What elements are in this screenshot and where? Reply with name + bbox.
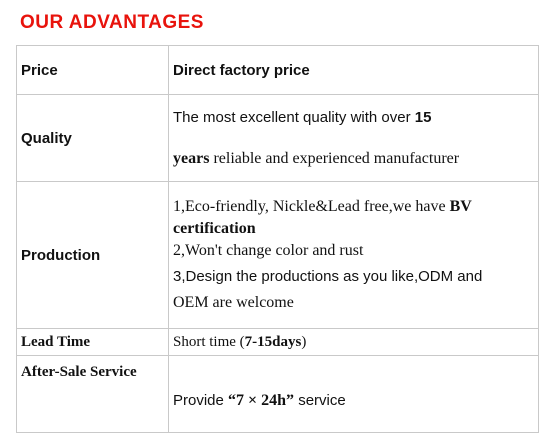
production-line-4: 3,Design the productions as you like,ODM… — [173, 268, 483, 285]
production-text-1a: 1,Eco-friendly, Nickle&Lead free,we have — [173, 198, 450, 215]
quality-text-2b: reliable and experienced manufacturer — [209, 149, 460, 167]
production-line-5: OEM are welcome — [173, 294, 294, 311]
quality-line-1: The most excellent quality with over 15 — [173, 109, 534, 126]
lead-text-c: ) — [301, 333, 307, 350]
quality-text-1a: The most excellent quality with over — [173, 108, 415, 126]
quality-line-2: years reliable and experienced manufactu… — [173, 150, 534, 168]
page-title: OUR ADVANTAGES — [20, 12, 204, 33]
after-text-c: service — [294, 392, 346, 409]
advantages-table: Price Direct factory price Quality The m… — [16, 45, 539, 433]
after-text-a: Provide — [173, 392, 229, 409]
lead-text-a: Short time ( — [173, 333, 245, 350]
row-label-lead-time: Lead Time — [16, 328, 169, 356]
price-value: Direct factory price — [173, 61, 310, 79]
row-value-after-sale: Provide “7 × 24h” service — [168, 355, 539, 433]
table-row-quality: Quality The most excellent quality with … — [16, 94, 539, 182]
production-line-3: 2,Won't change color and rust — [173, 242, 364, 259]
lead-text-b: 7-15days — [244, 333, 302, 350]
row-label-production: Production — [16, 181, 169, 329]
row-value-quality: The most excellent quality with over 15 … — [168, 94, 539, 182]
production-text-2: certification — [173, 220, 256, 237]
quality-text-2a: years — [173, 149, 210, 167]
row-value-production: 1,Eco-friendly, Nickle&Lead free,we have… — [168, 181, 539, 329]
row-value-price: Direct factory price — [168, 45, 539, 95]
after-text-b: “7 × 24h” — [228, 392, 295, 409]
table-row-production: Production 1,Eco-friendly, Nickle&Lead f… — [16, 181, 539, 329]
table-row-after-sale: After-Sale Service Provide “7 × 24h” ser… — [16, 355, 539, 433]
production-line-2: certification — [173, 220, 534, 238]
production-line-1: 1,Eco-friendly, Nickle&Lead free,we have… — [173, 194, 534, 220]
row-label-price: Price — [16, 45, 169, 95]
row-value-lead-time: Short time (7-15days) — [168, 328, 539, 356]
row-label-after-sale: After-Sale Service — [16, 355, 169, 433]
table-row-lead-time: Lead Time Short time (7-15days) — [16, 328, 539, 356]
table-row-price: Price Direct factory price — [16, 45, 539, 95]
production-text-1b: BV — [449, 198, 472, 215]
row-label-quality: Quality — [16, 94, 169, 182]
quality-text-1b: 15 — [414, 108, 432, 126]
